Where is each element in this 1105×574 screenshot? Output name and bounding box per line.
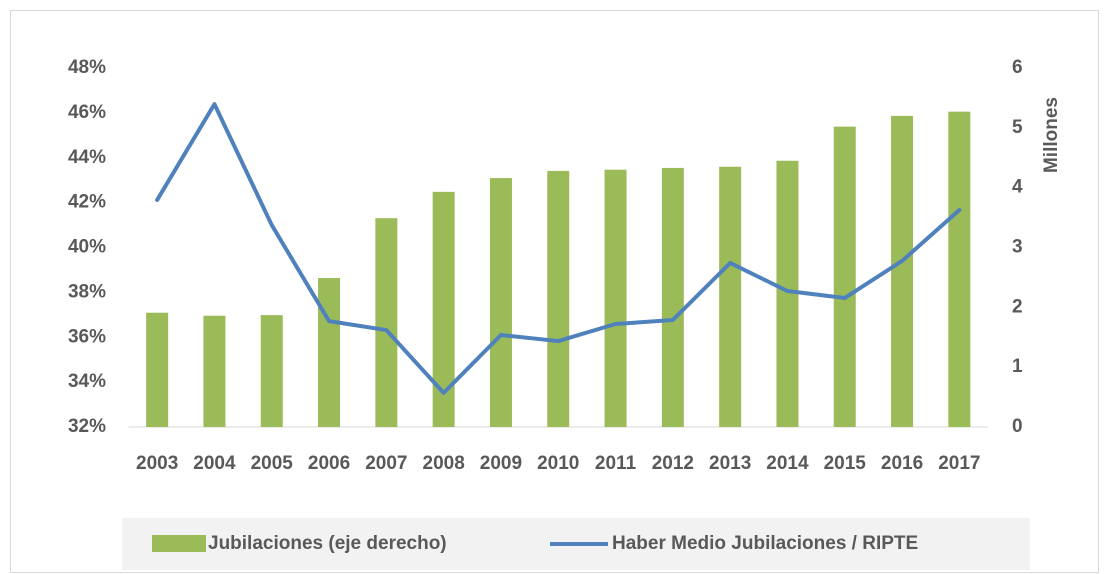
y2-tick-label: 0	[1012, 416, 1023, 437]
bar	[260, 315, 283, 427]
bar	[661, 167, 684, 427]
bar	[489, 178, 512, 427]
bar	[318, 278, 341, 427]
y-tick-label: 38%	[68, 281, 106, 302]
y-tick-label: 36%	[68, 326, 106, 347]
bar	[203, 315, 226, 427]
legend-label: Jubilaciones (eje derecho)	[208, 533, 447, 554]
bar	[375, 218, 398, 427]
y-tick-label: 44%	[68, 147, 106, 168]
legend-label: Haber Medio Jubilaciones / RIPTE	[612, 533, 918, 554]
x-tick-label: 2016	[881, 453, 923, 474]
bar	[547, 170, 570, 427]
y2-tick-label: 4	[1012, 177, 1023, 198]
bar	[948, 111, 971, 427]
x-tick-label: 2011	[595, 453, 637, 474]
bar	[719, 166, 742, 427]
bar	[146, 312, 169, 427]
legend-swatch	[152, 535, 206, 552]
y-tick-label: 40%	[68, 237, 106, 258]
y2-tick-label: 2	[1012, 296, 1023, 317]
y-tick-label: 42%	[68, 192, 106, 213]
y2-tick-label: 6	[1012, 57, 1023, 78]
y-tick-label: 46%	[68, 102, 106, 123]
bar	[833, 126, 856, 428]
x-tick-label: 2008	[423, 453, 465, 474]
y-tick-label: 34%	[68, 371, 106, 392]
x-tick-label: 2003	[136, 453, 178, 474]
line	[155, 102, 962, 395]
x-tick-label: 2015	[824, 453, 867, 474]
x-tick-label: 2006	[308, 453, 350, 474]
x-tick-label: 2009	[480, 453, 522, 474]
x-tick-label: 2010	[537, 453, 579, 474]
y2-tick-label: 1	[1012, 356, 1023, 377]
x-tick-label: 2017	[938, 453, 980, 474]
bar	[776, 160, 799, 427]
bar	[432, 191, 455, 427]
x-tick-label: 2005	[251, 453, 294, 474]
bar	[891, 115, 914, 427]
bar	[604, 169, 627, 427]
x-tick-label: 2004	[193, 453, 236, 474]
y2-axis-label: Millones	[1041, 97, 1062, 173]
x-tick-label: 2014	[766, 453, 809, 474]
y2-tick-label: 3	[1012, 237, 1023, 258]
y2-tick-label: 5	[1012, 117, 1023, 138]
x-tick-label: 2013	[709, 453, 751, 474]
x-tick-label: 2007	[365, 453, 407, 474]
y-tick-label: 32%	[68, 416, 106, 437]
x-tick-label: 2012	[652, 453, 694, 474]
y-tick-label: 48%	[68, 57, 106, 78]
